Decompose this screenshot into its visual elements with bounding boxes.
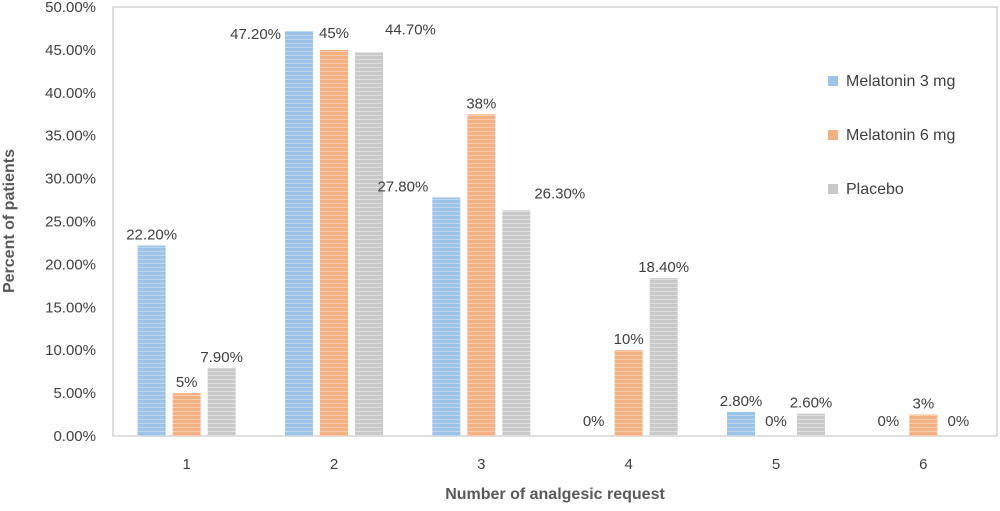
data-label: 18.40%: [638, 259, 689, 276]
bar: [614, 350, 643, 436]
bar: [207, 368, 236, 436]
bar: [502, 210, 531, 436]
data-label: 45%: [319, 25, 349, 42]
bar: [467, 114, 496, 436]
x-axis: 1 2 3 4 5 6: [182, 456, 927, 473]
plot-area-frame: [112, 6, 998, 437]
bar: [727, 411, 755, 436]
legend-swatch: [828, 184, 838, 194]
data-label: 5%: [176, 374, 198, 391]
bar: [649, 278, 678, 436]
y-axis: 0.00% 5.00% 10.00% 15.00% 20.00% 25.00% 30.00%…: [45, 0, 96, 445]
legend-swatch: [828, 76, 838, 86]
bar: [172, 393, 201, 436]
y-tick-label: 30.00%: [45, 171, 96, 188]
x-tick-label: 5: [772, 456, 780, 473]
bar: [355, 52, 383, 436]
y-tick-label: 25.00%: [45, 214, 96, 231]
x-tick-label: 2: [330, 456, 338, 473]
data-label: 0%: [947, 413, 969, 430]
legend-swatch: [828, 130, 838, 140]
bar: [285, 31, 313, 437]
bar: [909, 414, 938, 436]
legend-label: Melatonin 3 mg: [846, 73, 955, 90]
data-labels: 22.20%47.20%27.80%0%2.80%0%5%45%38%10%0%…: [126, 21, 969, 430]
y-tick-label: 15.00%: [45, 299, 96, 316]
y-axis-title: Percent of patients: [1, 149, 18, 293]
x-tick-label: 3: [477, 456, 485, 473]
data-label: 2.80%: [720, 393, 763, 410]
data-label: 7.90%: [200, 349, 243, 366]
y-tick-label: 35.00%: [45, 128, 96, 145]
data-label: 22.20%: [126, 227, 177, 244]
y-tick-label: 50.00%: [45, 0, 96, 16]
bar: [137, 245, 166, 436]
data-label: 27.80%: [377, 178, 428, 195]
data-label: 0%: [877, 413, 899, 430]
bar: [320, 49, 348, 437]
data-label: 38%: [466, 95, 496, 112]
data-label: 47.20%: [230, 26, 281, 43]
y-tick-label: 45.00%: [45, 42, 96, 59]
y-tick-label: 5.00%: [53, 385, 96, 402]
y-tick-label: 10.00%: [45, 342, 96, 359]
x-tick-label: 4: [624, 456, 632, 473]
data-label: 44.70%: [385, 21, 436, 38]
bar: [797, 413, 825, 436]
x-tick-label: 6: [919, 456, 927, 473]
data-label: 2.60%: [790, 395, 833, 412]
legend: Melatonin 3 mg Melatonin 6 mg Placebo: [828, 73, 955, 198]
data-label: 26.30%: [534, 185, 585, 202]
legend-label: Placebo: [846, 181, 904, 198]
data-label: 10%: [614, 331, 644, 348]
data-label: 0%: [583, 413, 605, 430]
data-label: 3%: [912, 396, 934, 413]
bar: [432, 197, 461, 436]
bars: [137, 31, 938, 437]
y-tick-label: 0.00%: [53, 428, 96, 445]
y-tick-label: 40.00%: [45, 85, 96, 102]
x-axis-title: Number of analgesic request: [445, 486, 665, 503]
x-tick-label: 1: [182, 456, 190, 473]
y-tick-label: 20.00%: [45, 256, 96, 273]
data-label: 0%: [765, 413, 787, 430]
legend-label: Melatonin 6 mg: [846, 127, 955, 144]
